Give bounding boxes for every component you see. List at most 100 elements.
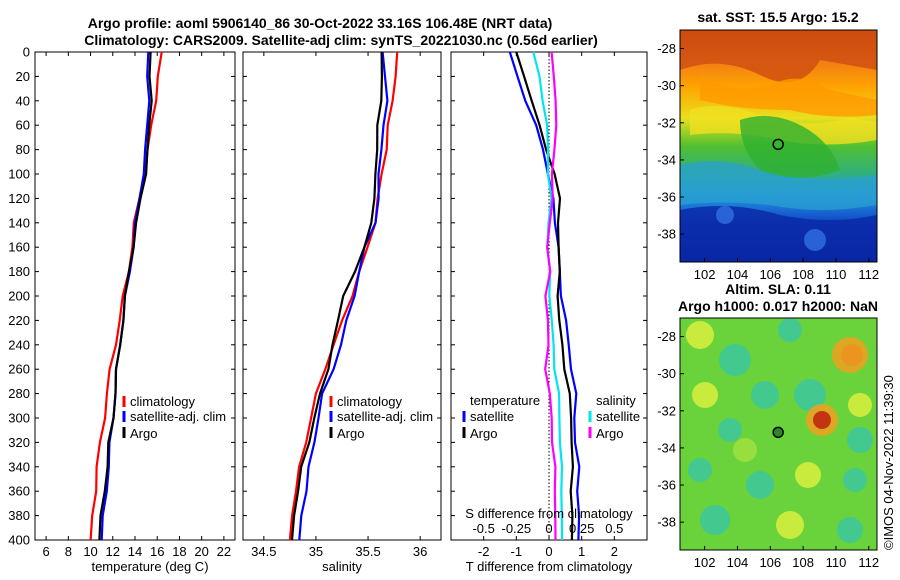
top-tick-label: -0.5 <box>472 521 494 536</box>
x-tick-label: 16 <box>150 544 164 559</box>
temperature-profile-panel: 0 20 40 60 80 100 120 140 160 180 200 220 240 260 280 3… <box>8 45 236 559</box>
figure-title-line2: Climatology: CARS2009. Satellite-adj cli… <box>84 32 598 48</box>
sst-warm-patch <box>680 30 877 83</box>
legend-label-satellite: satellite-adj. clim <box>337 409 433 424</box>
sla-anomaly-blob <box>700 505 730 535</box>
sst-frame <box>679 29 878 263</box>
top-tick-label: 0.25 <box>569 521 594 536</box>
legend-label-satellite: satellite-adj. clim <box>130 409 226 424</box>
temperature-legend: climatology satellite-adj. clim Argo <box>122 394 226 441</box>
map-x-tick-label: 110 <box>826 267 847 282</box>
sla-anomaly-blob <box>837 517 863 543</box>
map-y-tick-label: -28 <box>657 329 676 344</box>
y-tick-label: 80 <box>16 142 30 157</box>
difference-legend-temperature: temperature satellite Argo <box>462 393 540 441</box>
sla-frame <box>679 317 878 551</box>
sst-cyan-band <box>680 161 877 210</box>
y-tick-label: 40 <box>16 93 30 108</box>
map-y-tick-label: -30 <box>657 78 676 93</box>
y-tick-label: 280 <box>8 386 30 401</box>
map-x-tick-label: 104 <box>727 555 749 570</box>
x-tick-label: 22 <box>217 544 231 559</box>
x-tick-label: 18 <box>172 544 186 559</box>
legend-label-sal-satellite: satellite <box>596 409 640 424</box>
y-tick-label: 20 <box>16 69 30 84</box>
y-tick-label: 240 <box>8 337 30 352</box>
x-tick-label: 12 <box>106 544 120 559</box>
sla-anomaly-blob <box>843 468 867 492</box>
series-line-salinity-satellite <box>532 51 564 541</box>
sst-green-patch <box>740 116 840 178</box>
sla-anomaly-blob <box>733 438 757 462</box>
plot-frame <box>242 51 442 541</box>
salinity-profile-panel: 34.5 35 35.5 36 <box>242 51 442 559</box>
y-tick-label: 160 <box>8 240 30 255</box>
map-x-tick-label: 112 <box>858 555 879 570</box>
map-y-tick-label: -34 <box>657 152 676 167</box>
sla-anomaly-blob <box>813 411 831 429</box>
map-x-tick-label: 108 <box>792 555 814 570</box>
sla-anomaly-blob <box>692 382 718 408</box>
sla-anomaly-blob <box>686 321 714 349</box>
y-tick-label: 120 <box>8 191 30 206</box>
map-x-tick-label: 104 <box>727 267 749 282</box>
y-tick-label: 140 <box>8 215 30 230</box>
y-tick-label: 260 <box>8 362 30 377</box>
legend-label-argo: Argo <box>337 426 364 441</box>
sla-anomaly-blob <box>776 511 804 539</box>
x-tick-label: 2 <box>611 544 618 559</box>
legend-label-climatology: climatology <box>337 394 403 409</box>
map-y-tick-label: -36 <box>657 190 676 205</box>
timestamp: ©IMOS 04-Nov-2022 11:39:30 <box>881 375 896 550</box>
y-tick-label: 200 <box>8 289 30 304</box>
top-tick-label: 0.5 <box>605 521 623 536</box>
map-x-tick-label: 110 <box>826 555 847 570</box>
y-tick-label: 300 <box>8 411 30 426</box>
series-line-climatology <box>89 51 163 541</box>
salinity-xlabel: salinity <box>322 559 362 574</box>
series-line-argo <box>290 51 383 541</box>
sla-anomaly-blob <box>832 337 868 373</box>
legend-label-temp-argo: Argo <box>470 426 497 441</box>
y-tick-label: 180 <box>8 264 30 279</box>
x-tick-label: 36 <box>413 544 427 559</box>
y-tick-label: 0 <box>23 45 30 60</box>
x-tick-label: 20 <box>194 544 208 559</box>
sla-map-title-line1: Altim. SLA: 0.11 <box>725 281 831 297</box>
map-x-tick-label: 106 <box>759 267 781 282</box>
map-x-tick-label: 102 <box>694 555 716 570</box>
x-tick-label: 14 <box>128 544 142 559</box>
sla-anomaly-blob <box>848 393 872 417</box>
sla-anomaly-blob <box>795 462 821 488</box>
x-tick-label: 34.5 <box>251 544 276 559</box>
x-tick-label: 35 <box>309 544 323 559</box>
map-y-tick-label: -32 <box>657 115 676 130</box>
difference-xlabel: T difference from climatology <box>466 559 633 574</box>
y-tick-label: 360 <box>8 484 30 499</box>
legend-title-salinity: salinity <box>596 393 636 408</box>
legend-label-argo: Argo <box>130 426 157 441</box>
map-y-tick-label: -32 <box>657 403 676 418</box>
difference-legend-salinity: salinity satellite Argo <box>588 393 640 441</box>
sla-anomaly-blob <box>847 427 873 453</box>
difference-top-xlabel: S difference from climatology <box>465 506 633 521</box>
sla-blobs <box>686 318 873 543</box>
map-y-tick-label: -28 <box>657 41 676 56</box>
y-tick-label: 220 <box>8 313 30 328</box>
sla-map-panel: Altim. SLA: 0.11 Argo h1000: 0.017 h2000… <box>657 281 879 570</box>
x-tick-label: 1 <box>578 544 585 559</box>
sla-map-title-line2: Argo h1000: 0.017 h2000: NaN <box>678 298 878 314</box>
x-tick-label: 35.5 <box>355 544 380 559</box>
series-line-satellite-adj-clim <box>298 51 389 541</box>
map-x-tick-label: 108 <box>792 267 814 282</box>
map-y-tick-label: -38 <box>657 515 676 530</box>
map-y-tick-label: -34 <box>657 440 676 455</box>
map-x-tick-label: 112 <box>858 267 879 282</box>
series-line-climatology <box>288 51 399 541</box>
salinity-legend: climatology satellite-adj. clim Argo <box>329 394 433 441</box>
legend-label-sal-argo: Argo <box>596 426 623 441</box>
sst-map-panel: sat. SST: 15.5 Argo: 15.2 102 104 106 108 11… <box>657 9 879 282</box>
y-tick-label: 60 <box>16 118 30 133</box>
figure-title-line1: Argo profile: aoml 5906140_86 30-Oct-202… <box>88 15 553 31</box>
y-tick-label: 320 <box>8 435 30 450</box>
